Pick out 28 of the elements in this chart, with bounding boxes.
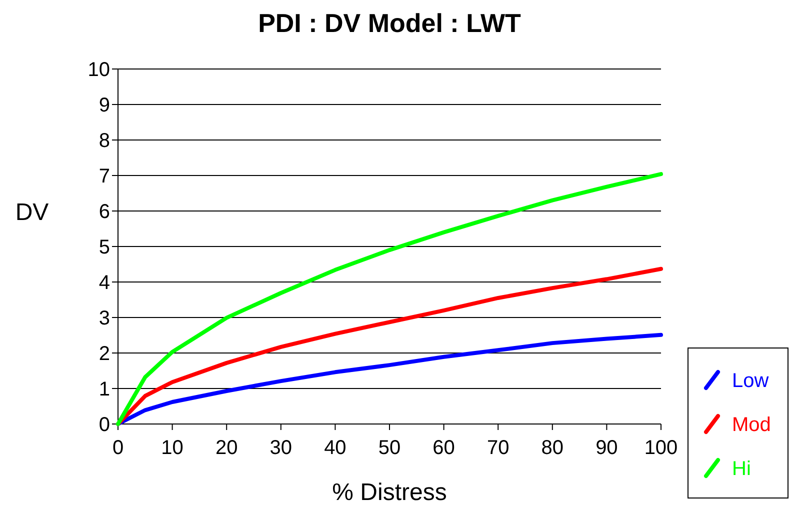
x-tick-label: 80: [541, 437, 564, 459]
x-tick-label: 60: [432, 437, 455, 459]
y-tick-label: 8: [98, 130, 110, 152]
x-tick-label: 70: [486, 437, 510, 459]
x-tick-label: 100: [644, 437, 678, 459]
chart-title: PDI : DV Model : LWT: [258, 8, 522, 38]
y-tick-label: 2: [98, 343, 110, 365]
legend-label: Hi: [732, 458, 751, 480]
legend-label: Mod: [732, 414, 771, 436]
x-tick-label: 90: [596, 437, 618, 459]
y-tick-label: 1: [98, 378, 110, 400]
y-tick-label: 0: [98, 414, 110, 436]
y-axis-title: DV: [15, 199, 49, 226]
y-tick-label: 4: [98, 272, 110, 294]
y-tick-label: 9: [98, 94, 110, 116]
x-tick-label: 30: [270, 437, 292, 459]
x-tick-label: 40: [324, 437, 346, 459]
x-tick-label: 10: [161, 437, 184, 459]
y-tick-label: 10: [88, 59, 110, 81]
y-tick-label: 6: [98, 201, 110, 223]
y-tick-label: 5: [98, 236, 110, 258]
y-tick-label: 7: [98, 166, 110, 188]
x-axis-title: % Distress: [332, 479, 447, 506]
x-tick-label: 50: [378, 437, 401, 459]
x-tick-label: 0: [112, 437, 124, 459]
x-tick-label: 20: [215, 437, 238, 459]
legend-label: Low: [732, 370, 770, 392]
y-tick-label: 3: [98, 308, 110, 330]
